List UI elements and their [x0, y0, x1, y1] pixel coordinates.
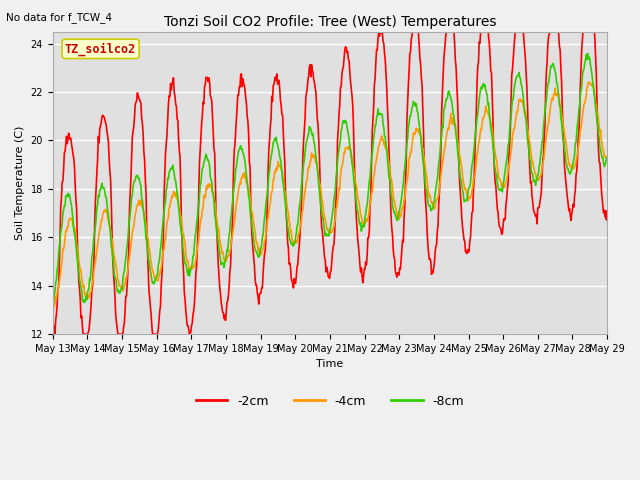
Line: -2cm: -2cm: [52, 24, 607, 334]
Text: No data for f_TCW_4: No data for f_TCW_4: [6, 12, 113, 23]
-4cm: [115, 278, 122, 284]
-2cm: [264, 166, 272, 171]
-8cm: [419, 149, 426, 155]
Title: Tonzi Soil CO2 Profile: Tree (West) Temperatures: Tonzi Soil CO2 Profile: Tree (West) Temp…: [164, 15, 496, 29]
-8cm: [49, 302, 56, 308]
-8cm: [114, 287, 122, 293]
-2cm: [409, 22, 417, 27]
-2cm: [419, 107, 427, 112]
-8cm: [584, 50, 591, 56]
-2cm: [114, 330, 122, 336]
-8cm: [604, 154, 611, 160]
-4cm: [265, 209, 273, 215]
Line: -4cm: -4cm: [52, 82, 607, 309]
-8cm: [387, 192, 395, 198]
-2cm: [387, 212, 395, 218]
Line: -8cm: -8cm: [52, 53, 607, 305]
-4cm: [388, 179, 396, 184]
-4cm: [419, 145, 427, 151]
-4cm: [216, 241, 224, 247]
-8cm: [243, 179, 251, 185]
Y-axis label: Soil Temperature (C): Soil Temperature (C): [15, 126, 25, 240]
-8cm: [264, 181, 272, 187]
X-axis label: Time: Time: [316, 360, 344, 370]
-4cm: [50, 306, 58, 312]
-4cm: [244, 186, 252, 192]
Legend: -2cm, -4cm, -8cm: -2cm, -4cm, -8cm: [191, 390, 469, 413]
-2cm: [604, 208, 611, 214]
-8cm: [216, 251, 223, 256]
-2cm: [49, 331, 56, 337]
-4cm: [585, 79, 593, 85]
-4cm: [604, 156, 611, 162]
-2cm: [216, 285, 223, 290]
-2cm: [243, 113, 251, 119]
-4cm: [49, 305, 56, 311]
Text: TZ_soilco2: TZ_soilco2: [65, 42, 136, 56]
